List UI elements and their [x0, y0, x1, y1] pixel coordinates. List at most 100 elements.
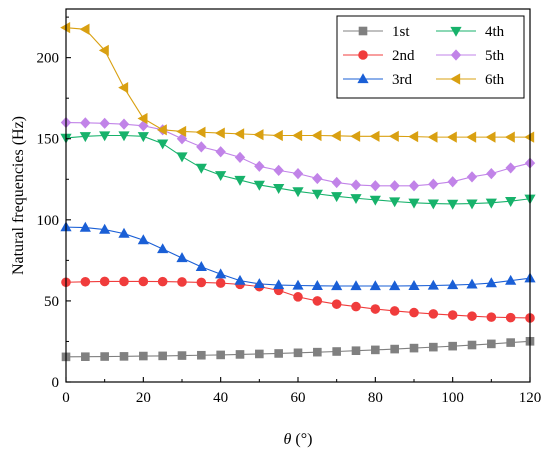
x-tick-label: 60 [291, 390, 306, 406]
data-point-3rd [79, 221, 91, 232]
data-point-3rd [157, 243, 169, 254]
data-point-6th [214, 127, 225, 139]
data-point-1st [487, 339, 496, 349]
x-tick-label: 80 [368, 390, 383, 406]
data-point-4th [350, 194, 362, 205]
data-point-5th [350, 179, 362, 191]
data-point-3rd [292, 279, 304, 290]
data-point-4th [505, 197, 517, 207]
data-point-1st [119, 352, 129, 361]
series-1st [61, 336, 535, 362]
data-point-1st [177, 351, 187, 360]
data-point-4th [253, 180, 265, 191]
data-point-5th [292, 168, 304, 180]
data-point-3rd [195, 261, 207, 272]
data-point-1st [274, 349, 283, 358]
data-point-4th [99, 131, 111, 142]
data-point-6th [253, 129, 264, 141]
legend-item-4th: 4th [436, 24, 505, 40]
x-tick-label: 120 [519, 390, 542, 406]
legend-swatch-marker [450, 73, 461, 85]
data-point-5th [99, 117, 110, 129]
data-point-1st [506, 338, 515, 347]
data-point-2nd [370, 304, 381, 314]
y-tick-label: 200 [37, 51, 60, 67]
data-point-4th [485, 198, 497, 209]
data-point-2nd [215, 278, 226, 288]
legend-label: 4th [485, 24, 505, 40]
legend-label: 5th [485, 48, 505, 64]
data-point-5th [234, 151, 246, 163]
data-point-4th [137, 132, 149, 143]
data-point-5th [118, 118, 130, 130]
data-point-3rd [427, 279, 439, 290]
legend-label: 3rd [392, 72, 412, 88]
data-point-4th [118, 131, 130, 142]
series-2nd [61, 276, 535, 323]
data-point-3rd [485, 277, 497, 288]
data-point-5th [331, 176, 342, 189]
data-point-1st [390, 344, 399, 354]
data-point-6th [292, 129, 303, 142]
data-point-1st [409, 343, 419, 353]
data-point-6th [195, 126, 206, 138]
x-axis-symbol: θ [284, 431, 292, 448]
data-point-3rd [408, 280, 420, 290]
data-point-3rd [389, 280, 401, 291]
data-point-4th [157, 139, 169, 150]
data-point-3rd [215, 268, 227, 279]
x-tick-label: 100 [441, 390, 464, 406]
data-point-6th [466, 131, 477, 143]
data-point-1st [197, 350, 206, 360]
data-point-2nd [196, 277, 207, 288]
data-point-3rd [118, 227, 130, 238]
legend-box [336, 15, 525, 99]
legend-swatch-marker [450, 26, 462, 37]
data-point-3rd [331, 280, 343, 291]
data-point-4th [311, 189, 323, 200]
y-tick-label: 150 [37, 132, 60, 148]
data-point-1st [293, 348, 303, 358]
data-point-4th [408, 198, 420, 209]
data-point-5th [176, 133, 188, 145]
legend-item-2nd: 2nd [343, 48, 415, 64]
x-axis-title: θ (°) [284, 431, 313, 448]
data-point-6th [118, 82, 129, 94]
data-point-4th [427, 199, 439, 210]
data-point-6th [485, 131, 496, 143]
data-point-6th [524, 131, 535, 143]
legend-item-6th: 6th [436, 72, 505, 88]
data-point-6th [79, 23, 90, 35]
data-point-2nd [409, 307, 419, 318]
data-point-6th [427, 131, 438, 143]
data-point-6th [234, 128, 245, 140]
series-layer [60, 22, 536, 362]
data-point-5th [486, 168, 497, 180]
data-point-3rd [447, 279, 459, 290]
data-point-2nd [312, 296, 323, 306]
data-point-4th [195, 163, 207, 174]
data-point-6th [176, 125, 187, 138]
legend-label: 6th [485, 72, 505, 88]
data-point-3rd [505, 274, 517, 285]
x-axis-unit: (°) [291, 431, 312, 448]
data-point-4th [447, 199, 459, 210]
series-6th [60, 22, 535, 143]
legend-label: 2nd [392, 48, 415, 64]
data-point-3rd [176, 252, 188, 263]
data-point-6th [311, 129, 322, 142]
data-point-2nd [447, 310, 458, 320]
data-point-2nd [80, 276, 91, 287]
data-point-5th [196, 141, 207, 153]
data-point-4th [292, 187, 304, 198]
data-point-1st [158, 351, 167, 361]
data-point-6th [272, 129, 283, 142]
data-point-6th [388, 130, 399, 142]
data-point-1st [429, 342, 438, 352]
data-point-5th [466, 171, 478, 183]
series-3rd [60, 221, 536, 291]
data-point-1st [371, 345, 380, 355]
legend: 1st 2nd 3rd 4th 5th 6th [336, 15, 525, 99]
data-point-4th [369, 195, 381, 206]
